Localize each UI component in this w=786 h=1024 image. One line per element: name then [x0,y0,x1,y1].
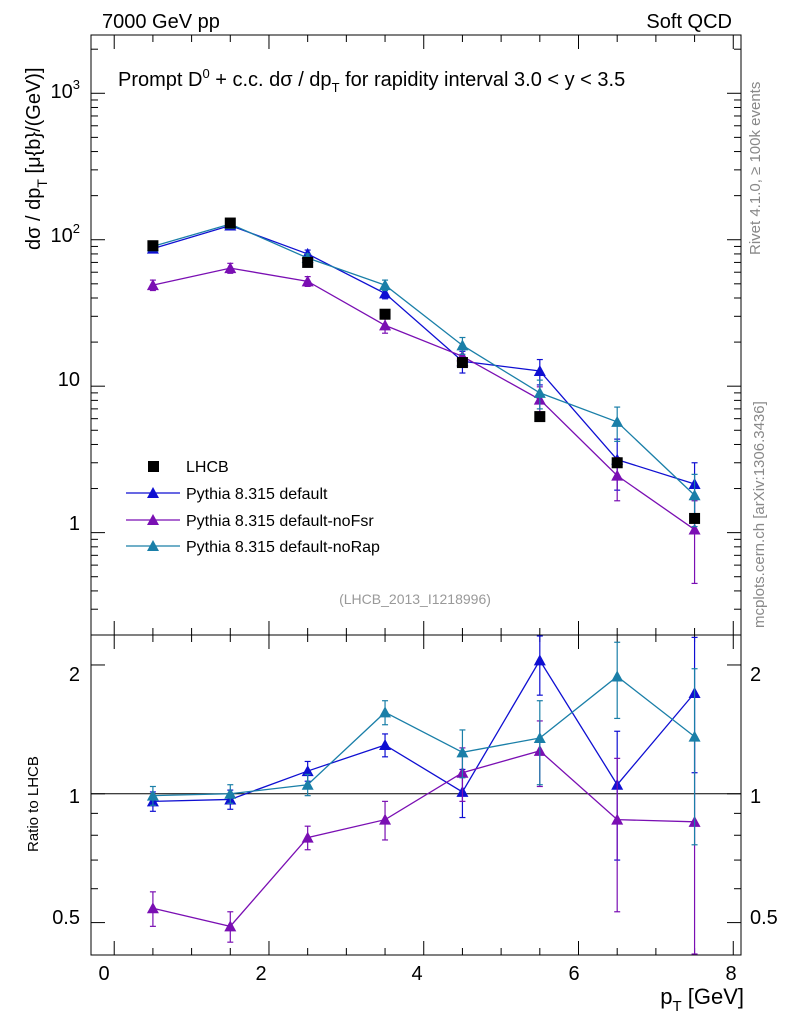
ratio-point [379,813,392,825]
legend-label-norap: Pythia 8.315 default-noRap [186,539,380,556]
title-subscript: T [332,80,340,95]
title-superscript: 0 [202,66,209,81]
main-point [688,523,701,535]
lhcb-point [302,256,314,268]
legend-label-nofsr: Pythia 8.315 default-noFsr [186,513,374,530]
ratio-point [146,789,159,801]
lhcb-data-series [147,217,701,524]
legend-marker-default [147,487,159,498]
mcplots-label: mcplots.cern.ch [arXiv:1306.3436] [751,401,768,628]
main-point [533,386,546,398]
ratio-data-layer [91,635,741,955]
lhcb-point [147,240,159,252]
plot-title: Prompt D0 + c.c. dσ / dpT for rapidity i… [118,66,625,95]
main-point [688,489,701,501]
ratio-point [301,831,314,843]
main-point [379,319,392,331]
lhcb-point [534,411,546,423]
main-point [146,279,159,291]
main-series-line-2 [152,223,696,496]
main-ytick-label-10: 10 [58,369,80,391]
main-series-line-0 [152,224,695,485]
main-point [301,275,314,287]
ratio-point [611,670,624,682]
lhcb-point [456,357,468,369]
legend-marker-norap [147,540,159,551]
ratio-point [146,902,159,914]
main-y-axis-label: dσ / dpT [μ{b}/(GeV)] [23,67,50,250]
ratio-series-line-0 [152,659,696,803]
lhcb-point [379,308,391,320]
ratio-point [224,920,237,932]
main-point [379,279,392,291]
x-axis-label: pT [GeV] [660,984,744,1015]
ratio-series-line-2 [152,675,695,797]
ratio-ytick-label-right-1: 1 [750,786,761,808]
ratio-series-2 [146,641,701,846]
ratio-point [533,654,546,666]
main-ytick-label-100: 102 [51,221,80,247]
legend: LHCB Pythia 8.315 default Pythia 8.315 d… [126,459,380,556]
header-left: 7000 GeV pp [102,11,220,33]
rivet-label: Rivet 4.1.0, ≥ 100k events [747,82,764,255]
xtick-label-2: 2 [255,963,266,985]
main-y-tick-labels: 103 102 10 1 [51,77,80,535]
ratio-point [611,813,624,825]
xtick-label-0: 0 [98,963,109,985]
xtick-label-4: 4 [411,963,422,985]
main-point [611,469,624,481]
main-series-line-1 [152,267,695,531]
legend-label-lhcb: LHCB [186,459,229,476]
x-tick-labels: 0 2 4 6 8 [98,963,736,985]
main-point [611,415,624,427]
ratio-plot-frame [90,634,742,956]
header-right: Soft QCD [646,11,732,33]
main-ytick-label-1000: 103 [51,77,80,103]
ratio-y-axis-label: Ratio to LHCB [25,756,42,852]
ratio-point [379,739,392,751]
xtick-label-6: 6 [568,963,579,985]
lhcb-point [224,217,236,229]
legend-label-default: Pythia 8.315 default [186,486,328,503]
main-point [533,364,546,376]
ratio-ytick-label-right-2: 2 [750,664,761,686]
ratio-ytick-label-0.5: 0.5 [52,907,80,929]
ratio-point [533,732,546,744]
main-axis-ticks [91,35,741,636]
analysis-id: (LHCB_2013_I1218996) [339,591,491,607]
ratio-series-line-1 [152,750,695,928]
ratio-ytick-label-2: 2 [69,664,80,686]
main-point [224,262,237,274]
ratio-y-tick-labels: 2 1 0.5 2 1 0.5 [52,664,778,929]
lhcb-point [689,512,701,524]
legend-marker-nofsr [147,514,159,525]
ratio-point [224,787,237,799]
ratio-point [456,746,469,758]
ratio-point [688,730,701,742]
ratio-ytick-label-1: 1 [69,786,80,808]
ratio-point [301,765,314,777]
main-point [379,287,392,299]
ratio-point [379,706,392,718]
main-point [456,339,469,351]
xtick-label-8: 8 [725,963,736,985]
main-ytick-label-1: 1 [69,513,80,535]
ratio-point [301,778,314,790]
main-data-layer [146,217,701,585]
lhcb-point [611,457,623,469]
legend-marker-lhcb [148,461,159,472]
ratio-ytick-label-right-0.5: 0.5 [750,907,778,929]
